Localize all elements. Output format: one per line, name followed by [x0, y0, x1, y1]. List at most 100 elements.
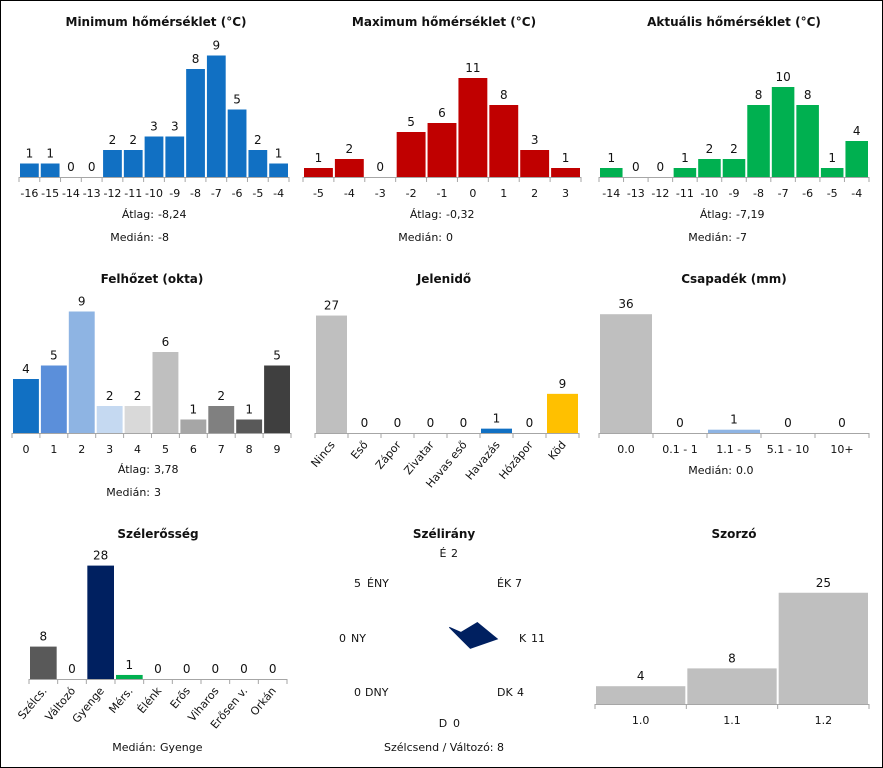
- direction-label: NY: [351, 632, 366, 645]
- bar: [30, 646, 57, 679]
- category-label: Hózápor: [496, 438, 536, 482]
- bar: [596, 686, 686, 704]
- direction-label: ÉNY: [367, 577, 389, 590]
- bar: [334, 159, 364, 177]
- category-label: 9: [274, 443, 281, 456]
- category-label: 6: [190, 443, 197, 456]
- category-label: -15: [41, 187, 59, 200]
- data-label: 2: [106, 389, 114, 403]
- bar: [316, 315, 347, 433]
- bar: [708, 429, 760, 433]
- direction-label: DNY: [365, 686, 389, 699]
- data-label: 0: [212, 662, 220, 676]
- stat-value: -0,32: [446, 208, 474, 221]
- category-label: 3: [106, 443, 113, 456]
- data-label: 0: [269, 662, 277, 676]
- stat-value: -8,24: [158, 208, 186, 221]
- chart-5: Csapadék (mm) 36 0.0 0 0.1 - 1 1 1.1 - 5 0 5.1 -…: [598, 272, 870, 477]
- bar: [481, 428, 512, 433]
- chart-4: Jelenidő27Nincs0Eső0Zápor0Zivatar0Havas …: [309, 272, 580, 490]
- data-label: 2: [254, 133, 262, 147]
- bar: [698, 159, 721, 177]
- stat-value: -8: [158, 231, 169, 244]
- data-label: 0: [838, 416, 846, 430]
- data-label: 3: [171, 120, 179, 134]
- direction-value: 11: [531, 632, 545, 645]
- category-label: 2: [531, 187, 538, 200]
- category-label: -12: [651, 187, 669, 200]
- direction-label: D: [439, 717, 447, 730]
- data-label: 8: [728, 651, 736, 665]
- data-label: 0: [68, 662, 76, 676]
- bar: [778, 592, 868, 704]
- bar: [396, 132, 426, 177]
- data-label: 25: [816, 576, 831, 590]
- data-label: 2: [730, 142, 738, 156]
- data-label: 8: [804, 88, 812, 102]
- wind-direction-polygon: [448, 622, 499, 649]
- direction-value: 0: [354, 686, 361, 699]
- calm-variable-footer: Szélcsend / Változó: 8: [384, 741, 504, 754]
- bar: [103, 150, 122, 177]
- bar: [747, 105, 770, 177]
- category-label: -1: [437, 187, 448, 200]
- category-label: 1.2: [815, 714, 833, 727]
- data-label: 27: [324, 299, 339, 313]
- category-label: Havazás: [463, 438, 503, 482]
- stat-label: Átlag:: [700, 208, 732, 221]
- bar: [186, 69, 205, 177]
- category-label: -10: [145, 187, 163, 200]
- bar: [40, 163, 60, 177]
- bar: [208, 406, 235, 433]
- data-label: 4: [637, 669, 645, 683]
- chart-title: Csapadék (mm): [681, 272, 787, 286]
- bar: [427, 123, 457, 177]
- category-label: -2: [406, 187, 417, 200]
- category-label: -6: [802, 187, 813, 200]
- category-label: -11: [676, 187, 694, 200]
- data-label: 0: [154, 662, 162, 676]
- data-label: 1: [46, 147, 54, 161]
- stat-label: Átlag:: [122, 208, 154, 221]
- data-label: 4: [853, 124, 861, 138]
- category-label: Köd: [546, 439, 569, 463]
- stat-label: Átlag:: [410, 208, 442, 221]
- bar: [673, 168, 697, 177]
- bar: [96, 406, 123, 433]
- bar: [547, 393, 578, 433]
- direction-label: DK: [497, 686, 513, 699]
- stat-label: Medián:: [110, 231, 154, 244]
- chart-title: Maximum hőmérséklet (°C): [352, 15, 536, 29]
- stat-value: 3: [154, 486, 161, 499]
- stat-value: -7: [736, 231, 747, 244]
- data-label: 1: [828, 151, 836, 165]
- category-label: -7: [211, 187, 222, 200]
- data-label: 0: [240, 662, 248, 676]
- data-label: 2: [109, 133, 117, 147]
- bar: [165, 136, 185, 177]
- category-label: 5.1 - 10: [767, 443, 809, 456]
- bar: [600, 314, 652, 433]
- category-label: Eső: [348, 438, 371, 461]
- data-label: 2: [217, 389, 225, 403]
- category-label: 3: [562, 187, 569, 200]
- data-label: 0: [427, 416, 435, 430]
- bar: [144, 136, 164, 177]
- data-label: 0: [67, 160, 75, 174]
- category-label: -9: [169, 187, 180, 200]
- data-label: 1: [245, 403, 253, 417]
- chart-3: Felhőzet (okta) 4 0 5 1 9 2 2 3 2 4 6 5 1 6 2 7 1 8 5 9 Átlag…: [11, 272, 292, 499]
- chart-title: Szorzó: [711, 527, 756, 541]
- category-label: -3: [375, 187, 386, 200]
- category-label: 0: [22, 443, 29, 456]
- chart-title: Szélirány: [413, 527, 476, 541]
- category-label: 1: [50, 443, 57, 456]
- direction-value: 2: [451, 547, 458, 560]
- data-label: 0: [361, 416, 369, 430]
- stat-value: 0: [446, 231, 453, 244]
- category-label: -5: [313, 187, 324, 200]
- category-label: -4: [851, 187, 862, 200]
- data-label: 11: [465, 61, 480, 75]
